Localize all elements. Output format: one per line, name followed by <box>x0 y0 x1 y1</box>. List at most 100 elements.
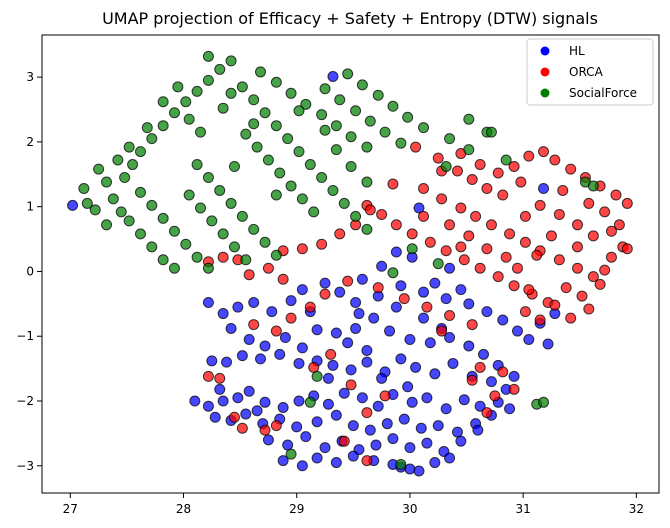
data-point-orca <box>571 241 583 253</box>
data-point-socialforce <box>432 258 444 270</box>
data-point-orca <box>277 273 289 285</box>
data-point-hl <box>390 246 402 258</box>
data-point-socialforce <box>334 94 346 106</box>
data-point-orca <box>565 163 577 175</box>
data-point-hl <box>478 348 490 360</box>
data-point-hl <box>421 437 433 449</box>
data-point-socialforce <box>293 146 305 158</box>
data-point-orca <box>531 249 543 261</box>
data-point-orca <box>243 269 255 281</box>
data-point-orca <box>463 230 475 242</box>
chart-title: UMAP projection of Efficacy + Safety + E… <box>102 9 598 28</box>
data-point-orca <box>538 146 550 158</box>
series-socialforce-points <box>78 50 599 470</box>
data-point-orca <box>214 372 226 384</box>
data-point-hl <box>296 342 308 354</box>
data-point-socialforce <box>538 396 550 408</box>
data-point-socialforce <box>444 133 456 145</box>
data-point-hl <box>497 314 509 326</box>
data-point-orca <box>497 189 509 201</box>
data-point-orca <box>372 282 384 294</box>
data-point-hl <box>277 401 289 413</box>
data-point-socialforce <box>101 176 113 188</box>
data-point-hl <box>293 395 305 407</box>
data-point-hl <box>404 333 416 345</box>
data-point-orca <box>481 407 493 419</box>
data-point-hl <box>214 383 226 395</box>
data-point-hl <box>259 396 271 408</box>
data-point-hl <box>447 357 459 369</box>
data-point-socialforce <box>191 251 203 263</box>
data-point-socialforce <box>225 87 237 99</box>
data-point-socialforce <box>440 161 452 172</box>
data-point-orca <box>361 455 373 467</box>
data-point-socialforce <box>270 120 282 132</box>
data-point-socialforce <box>485 126 497 138</box>
data-point-socialforce <box>395 459 407 470</box>
data-point-hl <box>440 403 452 415</box>
data-point-socialforce <box>361 176 373 188</box>
data-point-socialforce <box>217 228 229 240</box>
data-point-orca <box>285 312 297 324</box>
data-point-socialforce <box>202 262 214 274</box>
data-point-hl <box>368 312 380 324</box>
data-point-socialforce <box>119 172 131 184</box>
data-point-hl <box>429 368 441 380</box>
data-point-hl <box>364 424 376 436</box>
data-point-hl <box>523 333 535 345</box>
data-point-orca <box>361 407 373 419</box>
data-point-orca <box>451 165 463 177</box>
data-point-socialforce <box>101 219 113 231</box>
data-point-socialforce <box>319 124 331 136</box>
data-point-socialforce <box>395 137 407 149</box>
data-point-orca <box>345 379 357 391</box>
data-point-orca <box>418 183 430 195</box>
data-point-socialforce <box>157 212 169 224</box>
data-point-hl <box>206 355 218 367</box>
data-point-hl <box>221 356 233 368</box>
data-point-orca <box>549 299 561 311</box>
data-point-orca <box>466 374 478 386</box>
y-tick-label: −2 <box>16 394 34 408</box>
data-point-orca <box>376 208 388 220</box>
x-tick-label: 28 <box>176 502 191 516</box>
data-point-hl <box>350 297 362 309</box>
data-point-orca <box>571 262 583 274</box>
data-point-hl <box>322 398 334 410</box>
y-tick-label: 3 <box>26 70 34 84</box>
data-point-orca <box>545 230 557 242</box>
data-point-socialforce <box>180 96 192 108</box>
data-point-hl <box>481 306 493 318</box>
data-point-orca <box>440 245 452 257</box>
data-point-socialforce <box>327 184 339 196</box>
data-point-hl <box>353 308 365 320</box>
data-point-hl <box>311 416 323 428</box>
data-point-hl <box>384 325 396 337</box>
data-point-hl <box>451 426 463 438</box>
data-point-socialforce <box>418 122 430 134</box>
data-point-hl <box>274 348 286 360</box>
data-point-socialforce <box>304 159 316 171</box>
data-point-orca <box>470 210 482 222</box>
data-point-socialforce <box>240 254 252 266</box>
data-point-orca <box>436 325 448 337</box>
data-point-hl <box>236 350 248 362</box>
data-point-orca <box>553 254 565 266</box>
data-point-orca <box>492 167 504 179</box>
data-point-orca <box>534 199 546 211</box>
data-point-socialforce <box>330 120 342 132</box>
data-point-socialforce <box>146 133 158 145</box>
data-point-socialforce <box>316 172 328 184</box>
data-point-hl <box>330 327 342 339</box>
data-point-orca <box>500 251 512 263</box>
data-point-socialforce <box>202 74 214 86</box>
data-point-socialforce <box>402 111 414 123</box>
data-point-socialforce <box>311 370 323 382</box>
data-point-hl <box>300 431 312 443</box>
data-point-socialforce <box>372 89 384 101</box>
data-point-socialforce <box>500 154 512 166</box>
data-point-orca <box>599 206 611 218</box>
data-point-hl <box>327 70 339 82</box>
data-point-hl <box>508 370 520 382</box>
data-point-hl <box>444 452 456 464</box>
